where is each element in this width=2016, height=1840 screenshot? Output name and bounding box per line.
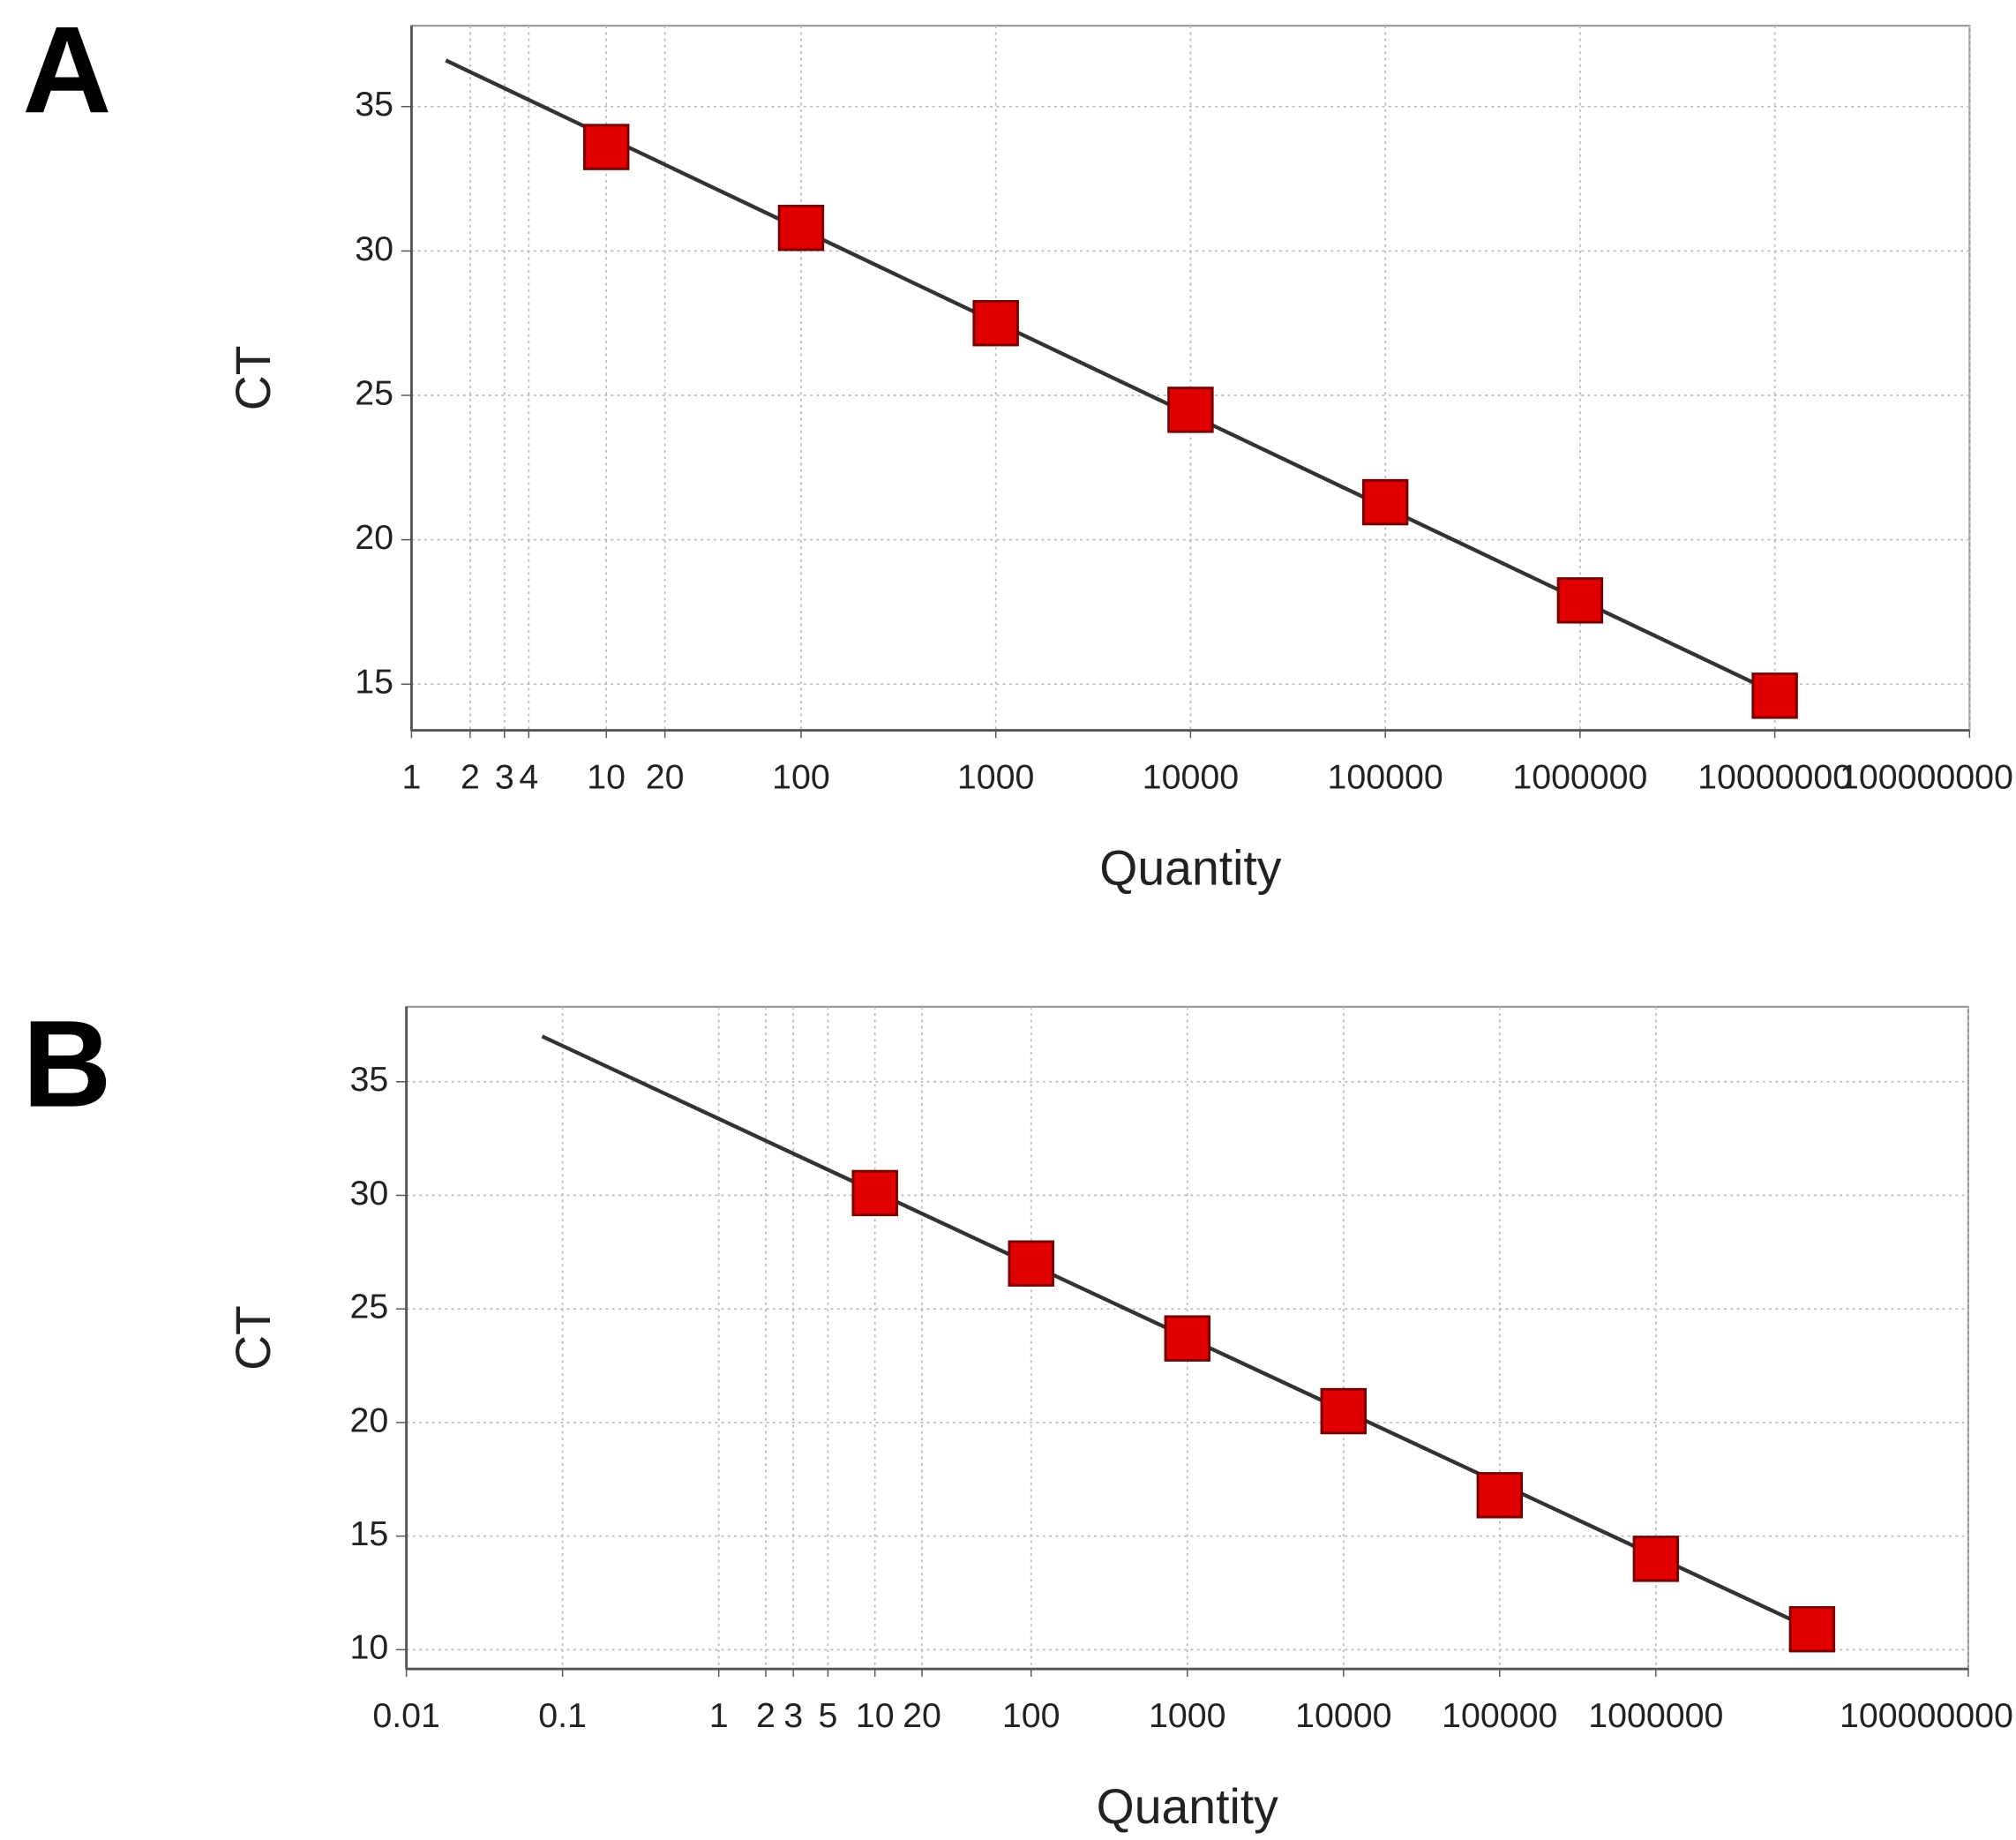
x-axis-title: Quantity [1099,840,1281,895]
x-tick-label: 100000000 [1840,1696,2013,1735]
data-point [1361,478,1409,526]
data-point [1632,1536,1680,1582]
x-tick-label: 0.01 [372,1696,440,1735]
data-point [1556,577,1604,624]
x-tick-label: 2 [461,757,480,796]
x-tick-label: 2 [756,1696,776,1735]
x-tick-label: 100 [772,757,830,796]
data-point [972,299,1019,347]
x-axis-title: Quantity [1097,1779,1278,1834]
x-tick-label: 100 [1002,1696,1060,1735]
y-tick-label: 10 [349,1628,388,1667]
x-tick-label: 1000000 [1588,1696,1723,1735]
y-axis-title: CT [226,1305,281,1371]
panel-label: A [22,0,111,139]
fit-line [445,58,1776,695]
x-tick-label: 100000000 [1840,757,2013,796]
data-point [1167,387,1214,433]
data-point [1164,1315,1210,1362]
panel-label: B [22,995,111,1133]
y-tick-label: 20 [349,1401,388,1439]
x-tick-label: 3 [783,1696,803,1735]
x-tick-label: 4 [519,757,538,796]
data-point [1476,1472,1524,1519]
data-point [1008,1240,1054,1287]
x-tick-label: 10000000 [1697,757,1852,796]
x-tick-label: 10 [856,1696,895,1735]
y-tick-label: 25 [349,1288,388,1326]
data-point [582,124,630,170]
x-tick-label: 3 [495,757,514,796]
x-tick-label: 20 [646,757,685,796]
x-tick-label: 5 [818,1696,837,1735]
x-tick-label: 100000 [1328,757,1443,796]
x-tick-label: 1000000 [1512,757,1647,796]
y-tick-label: 15 [349,1514,388,1553]
x-tick-label: 20 [903,1696,941,1735]
y-tick-label: 30 [355,229,393,268]
x-tick-label: 0.1 [538,1696,587,1735]
y-tick-label: 35 [355,85,393,124]
x-tick-label: 1000 [957,757,1035,796]
x-tick-label: 10000 [1143,757,1239,796]
y-tick-label: 35 [349,1060,388,1099]
data-point [1751,672,1798,719]
y-tick-label: 30 [349,1174,388,1213]
y-axis-title: CT [226,345,281,410]
data-point [1320,1387,1368,1435]
x-tick-label: 10 [587,757,626,796]
x-tick-label: 1000 [1149,1696,1226,1735]
data-point [777,204,825,252]
y-tick-label: 25 [355,373,393,412]
y-tick-label: 20 [355,518,393,557]
x-tick-label: 10000 [1295,1696,1391,1735]
data-point [851,1169,898,1217]
y-tick-label: 15 [355,663,393,702]
x-tick-label: 100000 [1442,1696,1557,1735]
data-point [1788,1605,1836,1653]
x-tick-label: 1 [709,1696,729,1735]
x-tick-label: 1 [402,757,422,796]
